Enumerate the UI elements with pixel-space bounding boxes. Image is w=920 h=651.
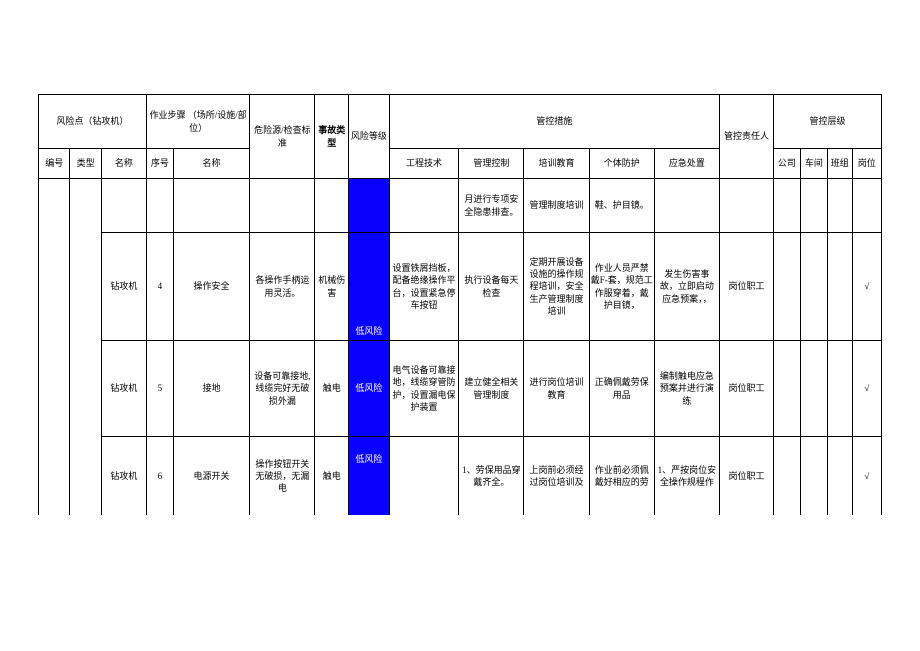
cell-risk: 低风险 xyxy=(349,233,389,341)
cell-ppe: 鞋、护目镜。 xyxy=(589,179,654,233)
cell-resp: 岗位职工 xyxy=(720,341,774,437)
h-company: 公司 xyxy=(773,149,800,179)
cell-post: √ xyxy=(852,341,881,437)
h-no: 编号 xyxy=(39,149,70,179)
cell-accident: 触电 xyxy=(315,437,349,515)
h-train: 培训教育 xyxy=(524,149,589,179)
h-responsible: 管控责任人 xyxy=(720,95,774,179)
cell-train: 定期开展设备设施的操作规程培训，安全生产管理制度培训 xyxy=(524,233,589,341)
h-eng: 工程技术 xyxy=(389,149,459,179)
cell-risk xyxy=(349,179,389,233)
cell-resp: 岗位职工 xyxy=(720,437,774,515)
cell-hazard: 设备可靠接地,线缆完好无破损外漏 xyxy=(250,341,315,437)
h-ppe: 个体防护 xyxy=(589,149,654,179)
h-post: 岗位 xyxy=(852,149,881,179)
cell-hazard xyxy=(250,179,315,233)
cell-company xyxy=(773,341,800,437)
cell-risk: 低风险 xyxy=(349,437,389,515)
h-risk-point: 风险点（钻攻机） xyxy=(39,95,147,149)
cell-post xyxy=(852,179,881,233)
cell-no xyxy=(39,179,70,515)
cell-name: 钻攻机 xyxy=(101,341,146,437)
cell-company xyxy=(773,233,800,341)
cell-team xyxy=(827,341,852,437)
h-measures: 管控措施 xyxy=(389,95,719,149)
cell-eng xyxy=(389,179,459,233)
h-name2: 名称 xyxy=(173,149,249,179)
cell-seq xyxy=(146,179,173,233)
h-accident-text: 事故类型 xyxy=(318,125,345,147)
cell-seq: 6 xyxy=(146,437,173,515)
cell-mgmt: 月进行专项安全隐患排查。 xyxy=(459,179,524,233)
table-row: 月进行专项安全隐患排查。 管理制度培训 鞋、护目镜。 xyxy=(39,179,882,233)
cell-ppe: 正确佩戴劳保用品 xyxy=(589,341,654,437)
cell-type xyxy=(70,179,101,515)
h-mgmt: 管理控制 xyxy=(459,149,524,179)
cell-emer: 编制触电应急预案并进行演练 xyxy=(654,341,719,437)
h-type: 类型 xyxy=(70,149,101,179)
cell-post: √ xyxy=(852,437,881,515)
h-accident: 事故类型 xyxy=(315,95,349,179)
h-risklevel: 风险等级 xyxy=(349,95,389,179)
cell-mgmt: 1、劳保用品穿戴齐全。 xyxy=(459,437,524,515)
cell-ppe: 作业人员严禁戴F-套，规范工作服穿着，戴护目镜， xyxy=(589,233,654,341)
h-hazard: 危险源/检查标准 xyxy=(250,95,315,179)
cell-train: 管理制度培训 xyxy=(524,179,589,233)
h-seq: 序号 xyxy=(146,149,173,179)
h-work-step: 作业步骤 （场所/设施/部位） xyxy=(146,95,249,149)
cell-workshop xyxy=(800,341,827,437)
cell-resp xyxy=(720,179,774,233)
cell-stepname: 操作安全 xyxy=(173,233,249,341)
cell-eng xyxy=(389,437,459,515)
cell-accident xyxy=(315,179,349,233)
cell-emer: 1、严按岗位安全操作规程作 xyxy=(654,437,719,515)
table-row: 钻攻机 6 电源开关 操作按钮开关无破损，无漏电 触电 低风险 1、劳保用品穿戴… xyxy=(39,437,882,515)
cell-mgmt: 执行设备每天检查 xyxy=(459,233,524,341)
cell-company xyxy=(773,179,800,233)
cell-team xyxy=(827,233,852,341)
cell-hazard: 操作按钮开关无破损，无漏电 xyxy=(250,437,315,515)
cell-post: √ xyxy=(852,233,881,341)
cell-resp: 岗位职工 xyxy=(720,233,774,341)
cell-emer xyxy=(654,179,719,233)
cell-eng: 设置铁屑挡板，配备绝缘操作平台，设置紧急停车按钮 xyxy=(389,233,459,341)
cell-workshop xyxy=(800,179,827,233)
cell-seq: 5 xyxy=(146,341,173,437)
risk-table: 风险点（钻攻机） 作业步骤 （场所/设施/部位） 危险源/检查标准 事故类型 风… xyxy=(38,94,882,515)
cell-name xyxy=(101,179,146,233)
table-row: 钻攻机 4 操作安全 各操作手柄运用灵活。 机械伤害 低风险 设置铁屑挡板，配备… xyxy=(39,233,882,341)
h-team: 班组 xyxy=(827,149,852,179)
cell-seq: 4 xyxy=(146,233,173,341)
cell-workshop xyxy=(800,233,827,341)
cell-hazard: 各操作手柄运用灵活。 xyxy=(250,233,315,341)
cell-eng: 电气设备可靠接地，线缆穿管防护，设置漏电保护装置 xyxy=(389,341,459,437)
cell-stepname: 接地 xyxy=(173,341,249,437)
cell-accident: 触电 xyxy=(315,341,349,437)
h-emer: 应急处置 xyxy=(654,149,719,179)
cell-name: 钻攻机 xyxy=(101,233,146,341)
h-workshop: 车间 xyxy=(800,149,827,179)
h-ctrl-level: 管控层级 xyxy=(773,95,881,149)
cell-mgmt: 建立健全相关管理制度 xyxy=(459,341,524,437)
cell-company xyxy=(773,437,800,515)
table-row: 钻攻机 5 接地 设备可靠接地,线缆完好无破损外漏 触电 低风险 电气设备可靠接… xyxy=(39,341,882,437)
cell-stepname: 电源开关 xyxy=(173,437,249,515)
cell-emer: 发生伤害事故，立即启动应急预案，， xyxy=(654,233,719,341)
cell-risk: 低风险 xyxy=(349,341,389,437)
cell-train: 上岗前必须经过岗位培训及 xyxy=(524,437,589,515)
cell-workshop xyxy=(800,437,827,515)
cell-ppe: 作业前必须佩戴好相应的劳 xyxy=(589,437,654,515)
cell-stepname xyxy=(173,179,249,233)
cell-team xyxy=(827,179,852,233)
cell-name: 钻攻机 xyxy=(101,437,146,515)
header-row-1: 风险点（钻攻机） 作业步骤 （场所/设施/部位） 危险源/检查标准 事故类型 风… xyxy=(39,95,882,149)
page: 风险点（钻攻机） 作业步骤 （场所/设施/部位） 危险源/检查标准 事故类型 风… xyxy=(0,0,920,651)
cell-team xyxy=(827,437,852,515)
cell-train: 进行岗位培训教育 xyxy=(524,341,589,437)
cell-accident: 机械伤害 xyxy=(315,233,349,341)
h-name: 名称 xyxy=(101,149,146,179)
